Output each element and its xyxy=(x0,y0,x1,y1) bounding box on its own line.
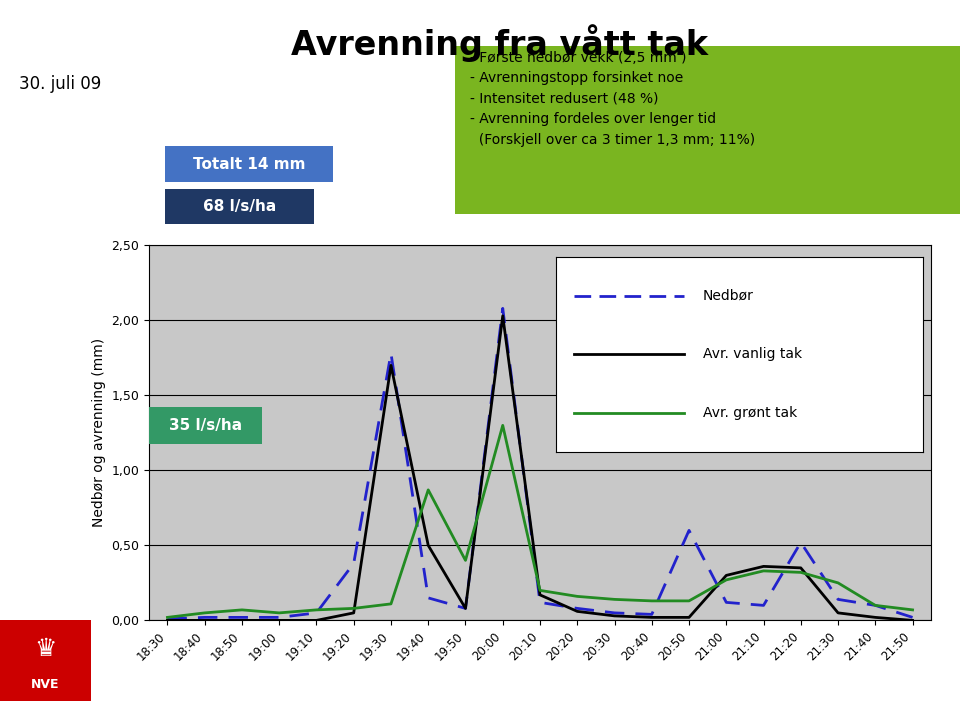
Avr. grønt tak xyxy=(161,613,173,622)
Avr. grønt tak xyxy=(311,606,323,614)
Avr. grønt tak xyxy=(571,592,583,601)
Nedbør xyxy=(757,601,769,610)
Nedbør xyxy=(199,613,210,622)
Nedbør xyxy=(721,598,732,606)
Avr. grønt tak xyxy=(646,597,658,605)
Avr. grønt tak xyxy=(497,421,509,430)
Nedbør xyxy=(311,608,323,617)
Text: 68 l/s/ha: 68 l/s/ha xyxy=(203,199,276,215)
Avr. grønt tak xyxy=(721,576,732,584)
Avr. grønt tak xyxy=(757,566,769,575)
Nedbør xyxy=(870,601,881,610)
Avr. vanlig tak xyxy=(646,613,658,622)
Avr. vanlig tak xyxy=(609,612,620,620)
Avr. grønt tak xyxy=(236,606,248,614)
Avr. grønt tak xyxy=(422,486,434,494)
Avr. vanlig tak xyxy=(161,616,173,625)
Line: Avr. grønt tak: Avr. grønt tak xyxy=(167,426,913,618)
Avr. vanlig tak xyxy=(274,616,285,625)
Nedbør xyxy=(236,613,248,622)
Nedbør xyxy=(684,526,695,535)
Avr. grønt tak xyxy=(795,569,806,577)
Nedbør xyxy=(497,304,509,313)
Avr. grønt tak xyxy=(534,586,545,594)
Nedbør xyxy=(795,538,806,547)
Nedbør xyxy=(571,604,583,613)
Nedbør xyxy=(609,608,620,617)
Nedbør xyxy=(348,559,359,568)
Avr. vanlig tak xyxy=(236,616,248,625)
Text: - Første nedbør vekk (2,5 mm )
- Avrenningstopp forsinket noe
- Intensitet redus: - Første nedbør vekk (2,5 mm ) - Avrenni… xyxy=(470,50,756,147)
Avr. grønt tak xyxy=(609,595,620,604)
Avr. grønt tak xyxy=(385,599,396,608)
Avr. vanlig tak xyxy=(907,616,919,625)
Avr. vanlig tak xyxy=(534,591,545,599)
Avr. vanlig tak xyxy=(348,608,359,617)
Nedbør xyxy=(385,349,396,358)
Nedbør xyxy=(832,595,844,604)
Avr. grønt tak xyxy=(460,556,471,564)
Nedbør xyxy=(161,615,173,623)
Nedbør xyxy=(274,613,285,622)
Avr. grønt tak xyxy=(274,608,285,617)
Avr. grønt tak xyxy=(348,604,359,613)
Avr. vanlig tak xyxy=(757,562,769,571)
Avr. grønt tak xyxy=(199,608,210,617)
Avr. vanlig tak xyxy=(460,604,471,613)
Text: NVE: NVE xyxy=(32,679,60,691)
Nedbør xyxy=(460,604,471,613)
Text: ♛: ♛ xyxy=(35,637,57,660)
Text: Totalt 14 mm: Totalt 14 mm xyxy=(193,156,305,172)
Line: Avr. vanlig tak: Avr. vanlig tak xyxy=(167,316,913,620)
Avr. vanlig tak xyxy=(832,608,844,617)
Avr. vanlig tak xyxy=(795,564,806,572)
Avr. vanlig tak xyxy=(684,613,695,622)
Nedbør xyxy=(646,610,658,618)
Text: 30. juli 09: 30. juli 09 xyxy=(19,75,102,93)
Nedbør xyxy=(907,613,919,622)
Nedbør xyxy=(534,598,545,606)
Nedbør xyxy=(422,594,434,602)
Avr. vanlig tak xyxy=(497,312,509,320)
Y-axis label: Nedbør og avrenning (mm): Nedbør og avrenning (mm) xyxy=(91,339,106,527)
Avr. vanlig tak xyxy=(870,613,881,622)
Avr. vanlig tak xyxy=(311,616,323,625)
Avr. vanlig tak xyxy=(199,616,210,625)
Avr. grønt tak xyxy=(684,597,695,605)
Avr. grønt tak xyxy=(907,606,919,614)
Avr. vanlig tak xyxy=(385,361,396,369)
Avr. vanlig tak xyxy=(571,607,583,615)
Avr. grønt tak xyxy=(870,601,881,610)
Text: Avrenning fra vått tak: Avrenning fra vått tak xyxy=(291,25,708,62)
Avr. vanlig tak xyxy=(422,541,434,550)
Avr. grønt tak xyxy=(832,579,844,587)
Line: Nedbør: Nedbør xyxy=(167,308,913,619)
Avr. vanlig tak xyxy=(721,571,732,580)
